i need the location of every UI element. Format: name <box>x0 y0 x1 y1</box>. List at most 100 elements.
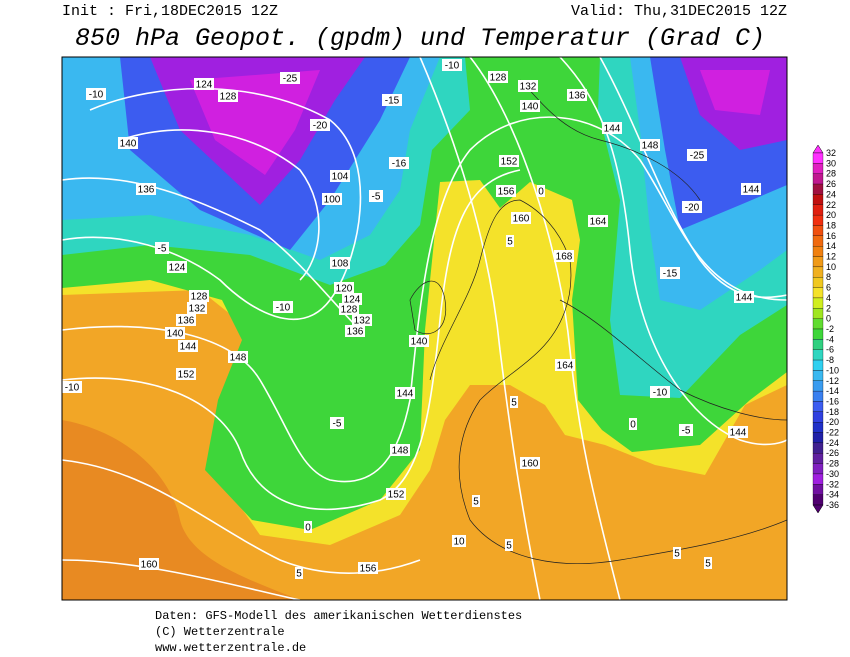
colorbar: 32302826242220181614121086420-2-4-6-8-10… <box>812 144 839 514</box>
contour-label-bg <box>554 250 574 262</box>
contour-label-bg <box>660 267 680 279</box>
colorbar-label: -22 <box>826 428 839 438</box>
contour-label: 156 <box>498 187 515 198</box>
contour-label-bg <box>555 359 575 371</box>
coastline <box>429 199 787 564</box>
contour-label-bg <box>499 155 519 167</box>
contour-label: 128 <box>220 92 237 103</box>
contour-label: 140 <box>411 337 428 348</box>
contour-label-bg <box>687 149 707 161</box>
valid-time: Valid: Thu,31DEC2015 12Z <box>571 3 787 20</box>
contour-label-bg <box>567 89 587 101</box>
contour-label-bg <box>537 185 545 197</box>
colorbar-swatch <box>812 484 824 495</box>
colorbar-swatch <box>812 204 824 216</box>
contour-label-bg <box>165 327 185 339</box>
contour-label-bg <box>334 282 354 294</box>
colorbar-label: -2 <box>826 324 834 334</box>
colorbar-swatch <box>812 442 824 454</box>
colorbar-swatch <box>812 339 824 350</box>
contour-label-bg <box>488 71 508 83</box>
footer-line: (C) Wetterzentrale <box>155 625 285 639</box>
contour-label-bg <box>734 291 754 303</box>
colorbar-swatch <box>812 422 824 433</box>
contour-label: 0 <box>630 420 636 431</box>
coastline <box>559 299 787 421</box>
contour-label: 152 <box>178 370 195 381</box>
contour-label-bg <box>218 90 238 102</box>
contour-label: 132 <box>189 304 206 315</box>
footer-line: www.wetterzentrale.de <box>155 641 306 655</box>
contour-label: 128 <box>490 73 507 84</box>
coastline <box>409 280 447 335</box>
contour-label: 10 <box>453 537 465 548</box>
map-title: 850 hPa Geopot. (gpdm) und Temperatur (G… <box>75 24 765 53</box>
colorbar-label: -8 <box>826 355 834 365</box>
contour-label-bg <box>139 558 159 570</box>
colorbar-label: 18 <box>826 220 836 230</box>
contour-label: -20 <box>313 121 328 132</box>
contour-label: -16 <box>392 159 407 170</box>
contour-label: -5 <box>333 419 342 430</box>
footer-line: Daten: GFS-Modell des amerikanischen Wet… <box>155 609 522 623</box>
colorbar-label: 12 <box>826 252 836 262</box>
colorbar-swatch <box>812 173 824 185</box>
contour-label: -5 <box>682 426 691 437</box>
colorbar-label: -20 <box>826 417 839 427</box>
contour-label-bg <box>176 314 196 326</box>
colorbar-label: 28 <box>826 169 836 179</box>
contour-label-bg <box>187 302 207 314</box>
contour-line <box>559 57 787 446</box>
contour-label: 108 <box>332 259 349 270</box>
contour-label: -10 <box>445 61 460 72</box>
contour-label: 136 <box>138 185 155 196</box>
contour-label-bg <box>395 387 415 399</box>
temp-field-warm <box>62 420 300 600</box>
contour-label: -5 <box>158 244 167 255</box>
contour-label: 136 <box>347 327 364 338</box>
contour-label: 160 <box>141 560 158 571</box>
contour-label: -25 <box>690 151 705 162</box>
contour-line <box>469 57 621 600</box>
contour-label: -10 <box>89 90 104 101</box>
contour-label: 140 <box>522 102 539 113</box>
colorbar-swatch <box>812 287 824 299</box>
colorbar-label: -36 <box>826 500 839 510</box>
contour-label-bg <box>704 557 712 569</box>
contour-line <box>62 169 521 511</box>
contour-label: -15 <box>663 269 678 280</box>
colorbar-label: 16 <box>826 231 836 241</box>
colorbar-label: 2 <box>826 303 831 313</box>
contour-label: 128 <box>191 292 208 303</box>
contour-label-bg <box>295 567 303 579</box>
contour-label-bg <box>62 381 82 393</box>
colorbar-swatch <box>812 266 824 278</box>
contour-label: 140 <box>167 329 184 340</box>
contour-label-bg <box>382 94 402 106</box>
contour-label: 124 <box>169 263 186 274</box>
contour-line <box>62 116 787 483</box>
contour-label-bg <box>386 488 406 500</box>
contour-label-bg <box>518 80 538 92</box>
colorbar-label: -28 <box>826 459 839 469</box>
colorbar-label: -24 <box>826 438 839 448</box>
contour-label: 136 <box>569 91 586 102</box>
colorbar-cap <box>812 144 824 154</box>
colorbar-label: 4 <box>826 293 831 303</box>
contour-label: 148 <box>230 353 247 364</box>
contour-label: -10 <box>276 303 291 314</box>
contour-label: 144 <box>180 342 197 353</box>
colorbar-swatch <box>812 214 824 226</box>
contour-label-bg <box>273 301 293 313</box>
colorbar-label: 6 <box>826 283 831 293</box>
colorbar-label: -16 <box>826 396 839 406</box>
contour-label-bg <box>369 190 383 202</box>
contour-label-bg <box>511 212 531 224</box>
contour-label-bg <box>629 418 637 430</box>
colorbar-label: -10 <box>826 365 839 375</box>
contour-label: 152 <box>388 490 405 501</box>
contour-label: 0 <box>305 523 311 534</box>
contour-label-bg <box>588 215 608 227</box>
